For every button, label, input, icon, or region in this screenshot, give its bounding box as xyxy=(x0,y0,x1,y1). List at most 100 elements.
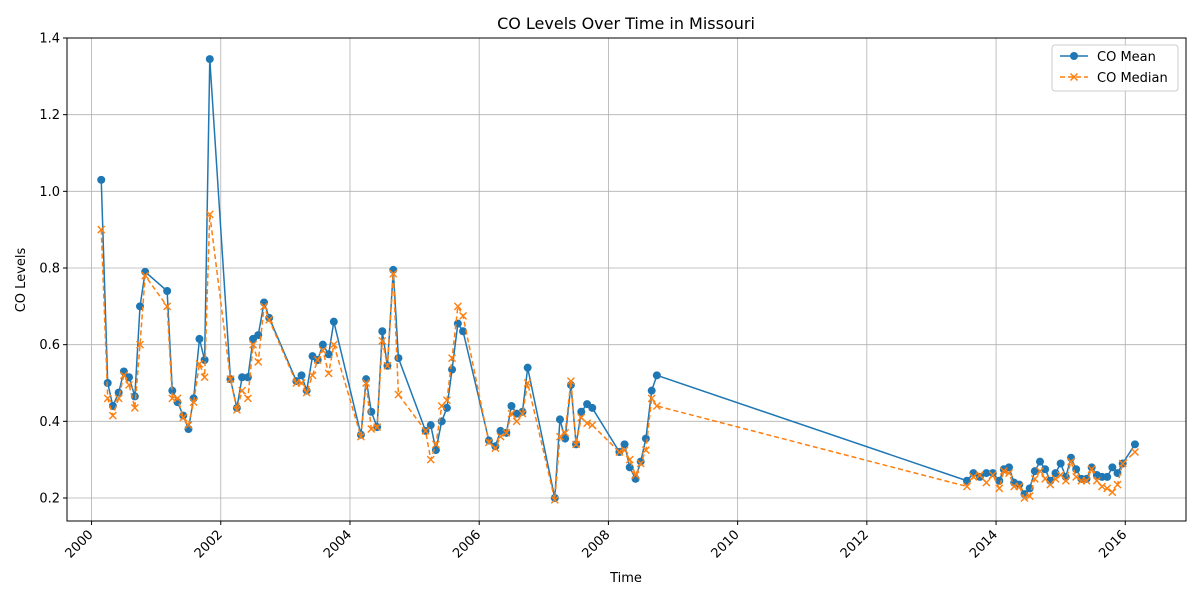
data-point-co-median xyxy=(238,386,247,395)
data-point-co-mean xyxy=(577,407,586,416)
data-point-co-mean xyxy=(200,356,209,364)
data-point-co-median xyxy=(378,336,387,345)
data-point-co-median xyxy=(125,380,134,389)
data-point-co-mean xyxy=(1103,472,1112,481)
data-point-co-mean xyxy=(975,472,984,481)
data-point-co-median xyxy=(1004,469,1013,478)
data-point-co-median xyxy=(523,379,532,387)
data-point-co-median xyxy=(200,373,209,382)
data-point-co-median xyxy=(373,423,382,432)
data-point-co-median xyxy=(308,371,317,380)
data-point-co-median xyxy=(189,398,198,407)
data-point-co-median xyxy=(103,394,112,403)
data-point-co-median xyxy=(975,471,984,479)
data-point-co-mean xyxy=(1004,463,1013,472)
data-point-co-mean xyxy=(130,392,139,401)
data-point-co-mean xyxy=(988,469,997,478)
data-point-co-median xyxy=(205,210,214,219)
y-tick-label: 0.2 xyxy=(39,492,60,507)
data-point-co-median xyxy=(119,371,128,380)
data-point-co-median xyxy=(1130,448,1139,456)
data-point-co-median xyxy=(313,356,322,364)
series-layer xyxy=(97,55,1139,504)
data-point-co-median xyxy=(518,409,527,418)
data-point-co-median xyxy=(1035,467,1044,476)
series-co-median xyxy=(97,210,1139,504)
y-tick-label: 0.8 xyxy=(39,262,60,277)
data-point-co-median xyxy=(572,440,581,449)
data-point-co-median xyxy=(1113,480,1122,489)
data-point-co-median xyxy=(555,432,564,441)
legend: CO Mean CO Median xyxy=(1051,44,1179,92)
data-point-co-mean xyxy=(1051,469,1060,478)
data-point-co-mean xyxy=(1015,480,1024,489)
data-point-co-median xyxy=(512,417,521,426)
data-point-co-mean xyxy=(238,373,247,382)
data-point-co-mean xyxy=(318,340,327,349)
data-point-co-mean xyxy=(141,267,150,276)
data-point-co-median xyxy=(226,375,235,384)
data-point-co-median xyxy=(108,411,117,420)
data-point-co-median xyxy=(1061,476,1070,485)
data-point-co-mean xyxy=(1066,453,1075,462)
data-point-co-median xyxy=(1087,465,1096,474)
data-point-co-median xyxy=(389,269,398,278)
data-point-co-median xyxy=(243,394,252,403)
data-point-co-median xyxy=(1020,494,1029,502)
data-point-co-mean xyxy=(184,425,193,433)
data-point-co-mean xyxy=(507,402,516,410)
data-point-co-median xyxy=(484,438,493,447)
data-point-co-mean xyxy=(195,334,204,343)
data-point-co-median xyxy=(1118,459,1127,468)
data-point-co-median xyxy=(1025,492,1034,501)
data-point-co-median xyxy=(583,419,592,428)
data-point-co-median xyxy=(173,394,182,403)
data-point-co-median xyxy=(383,361,392,370)
data-point-co-median xyxy=(367,425,376,433)
data-point-co-median xyxy=(329,340,338,349)
data-point-co-mean xyxy=(982,469,991,478)
data-point-co-mean xyxy=(394,354,403,363)
data-point-co-median xyxy=(561,428,570,437)
data-point-co-mean xyxy=(367,407,376,416)
y-tick-label: 1.2 xyxy=(39,108,60,123)
data-point-co-median xyxy=(1082,476,1091,485)
data-point-co-median xyxy=(1051,474,1060,483)
y-tick-label: 0.6 xyxy=(39,338,60,353)
data-point-co-mean xyxy=(205,55,214,64)
data-point-co-median xyxy=(184,421,193,430)
data-point-co-median xyxy=(502,428,511,437)
y-tick-label: 1.4 xyxy=(39,32,60,47)
data-point-co-mean xyxy=(163,287,172,295)
data-point-co-median xyxy=(265,315,274,324)
data-point-co-median xyxy=(1030,474,1039,483)
data-point-co-median xyxy=(1072,472,1081,481)
data-point-co-median xyxy=(999,467,1008,476)
y-tick-label: 0.4 xyxy=(39,415,60,430)
data-point-co-mean xyxy=(1035,457,1044,466)
data-point-co-median xyxy=(362,379,371,387)
data-point-co-median xyxy=(550,495,559,504)
data-point-co-median xyxy=(631,471,640,479)
data-point-co-mean xyxy=(1041,465,1050,474)
data-point-co-median xyxy=(324,369,333,378)
data-point-co-median xyxy=(1103,484,1112,493)
data-point-co-median xyxy=(426,455,435,464)
data-point-co-mean xyxy=(297,371,306,380)
data-point-co-median xyxy=(130,403,139,412)
data-point-co-median xyxy=(982,478,991,487)
data-point-co-median xyxy=(988,471,997,479)
data-point-co-mean xyxy=(125,373,134,382)
data-point-co-mean xyxy=(1130,440,1139,449)
data-point-co-median xyxy=(652,402,661,410)
data-point-co-mean xyxy=(647,386,656,395)
data-point-co-median xyxy=(260,302,269,311)
y-axis-title: CO Levels xyxy=(14,248,29,313)
data-point-co-median xyxy=(647,394,656,403)
data-point-co-mean xyxy=(620,440,629,449)
data-point-co-median xyxy=(114,394,123,403)
data-point-co-median xyxy=(318,346,327,355)
legend-label-mean: CO Mean xyxy=(1097,50,1156,65)
